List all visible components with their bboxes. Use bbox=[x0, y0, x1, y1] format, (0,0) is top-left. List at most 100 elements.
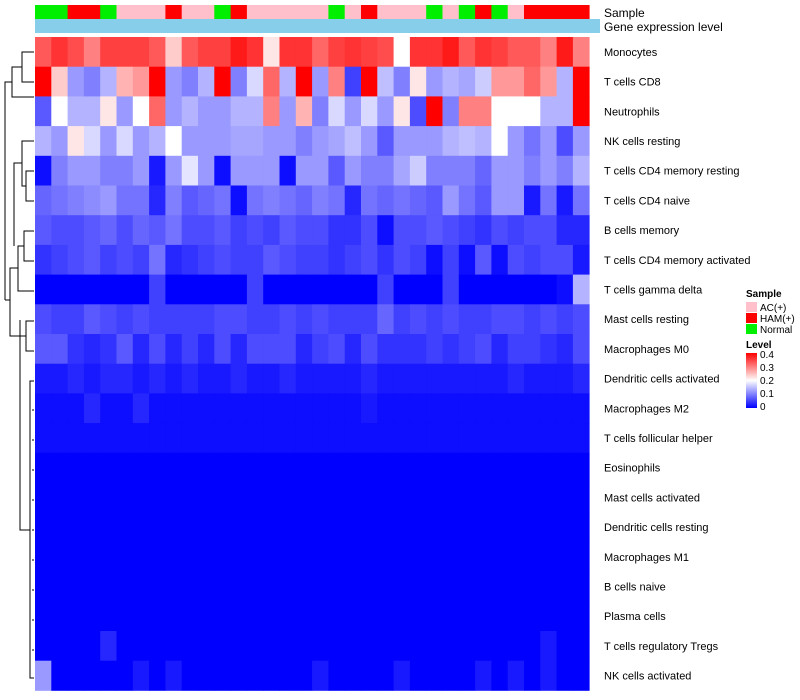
sample-annotation-cell bbox=[198, 5, 215, 19]
heatmap-cell bbox=[344, 601, 362, 632]
level-tick-label: 0.1 bbox=[760, 389, 774, 400]
heatmap-cell bbox=[230, 482, 248, 513]
heatmap-cell bbox=[279, 37, 297, 68]
heatmap-cell bbox=[491, 215, 509, 246]
heatmap-cell bbox=[67, 66, 85, 97]
heatmap-cell bbox=[181, 334, 199, 365]
heatmap-cell bbox=[475, 601, 492, 632]
heatmap-cell bbox=[426, 541, 443, 572]
heatmap-cell bbox=[149, 155, 166, 186]
heatmap-cell bbox=[230, 244, 248, 275]
heatmap-cell bbox=[393, 37, 411, 68]
heatmap-cell bbox=[475, 66, 492, 97]
heatmap-cell bbox=[377, 363, 394, 394]
heatmap-cell bbox=[279, 393, 297, 424]
heatmap-cell bbox=[361, 155, 378, 186]
heatmap-cell bbox=[51, 185, 68, 216]
heatmap-cell bbox=[524, 541, 541, 572]
heatmap-cell bbox=[572, 541, 590, 572]
heatmap-cell bbox=[377, 571, 394, 602]
heatmap-cell bbox=[556, 571, 574, 602]
heatmap-cell bbox=[198, 304, 215, 335]
heatmap-cell bbox=[67, 334, 85, 365]
sample-annotation-cell bbox=[556, 5, 574, 19]
heatmap-cell bbox=[295, 631, 313, 662]
heatmap-cell bbox=[51, 334, 68, 365]
heatmap-cell bbox=[491, 512, 509, 543]
heatmap-cell bbox=[312, 126, 329, 157]
heatmap-cell bbox=[246, 215, 264, 246]
heatmap-cell bbox=[361, 482, 378, 513]
heatmap-cell bbox=[165, 304, 183, 335]
heatmap-cell bbox=[393, 541, 411, 572]
heatmap-cell bbox=[344, 66, 362, 97]
heatmap-cell bbox=[442, 126, 460, 157]
sample-legend-label: Normal bbox=[760, 325, 792, 336]
heatmap-cell bbox=[165, 66, 183, 97]
heatmap-cell bbox=[328, 274, 346, 305]
heatmap-cell bbox=[377, 66, 394, 97]
heatmap-cell bbox=[409, 393, 427, 424]
heatmap-cell bbox=[181, 185, 199, 216]
heatmap-cell bbox=[181, 631, 199, 662]
heatmap-cell bbox=[491, 363, 509, 394]
heatmap-cell bbox=[442, 37, 460, 68]
heatmap-cell bbox=[295, 452, 313, 483]
heatmap-cell bbox=[214, 393, 231, 424]
heatmap-cell bbox=[132, 126, 150, 157]
heatmap-cell bbox=[426, 96, 443, 127]
heatmap-cell bbox=[328, 423, 346, 454]
heatmap-cell bbox=[279, 660, 297, 691]
heatmap-cell bbox=[540, 66, 557, 97]
heatmap-cell bbox=[83, 571, 101, 602]
heatmap-cell bbox=[312, 393, 329, 424]
heatmap-cell bbox=[100, 631, 117, 662]
heatmap-cell bbox=[67, 452, 85, 483]
heatmap-cell bbox=[263, 393, 280, 424]
heatmap-cell bbox=[540, 631, 557, 662]
heatmap-cell bbox=[377, 185, 394, 216]
heatmap-cell bbox=[116, 96, 134, 127]
heatmap-cell bbox=[149, 482, 166, 513]
heatmap-cell bbox=[132, 155, 150, 186]
heatmap-cell bbox=[246, 363, 264, 394]
row-dendrogram bbox=[4, 51, 34, 679]
heatmap-cell bbox=[344, 631, 362, 662]
heatmap-cell bbox=[83, 601, 101, 632]
heatmap-cell bbox=[344, 244, 362, 275]
heatmap-cell bbox=[83, 363, 101, 394]
heatmap-cell bbox=[279, 512, 297, 543]
heatmap-cell bbox=[230, 452, 248, 483]
heatmap-cell bbox=[295, 185, 313, 216]
heatmap-cell bbox=[475, 274, 492, 305]
heatmap-cell bbox=[295, 512, 313, 543]
heatmap-cell bbox=[149, 334, 166, 365]
heatmap-cell bbox=[83, 96, 101, 127]
heatmap-cell bbox=[67, 274, 85, 305]
heatmap-cell bbox=[295, 274, 313, 305]
heatmap-cell bbox=[426, 155, 443, 186]
heatmap-cell bbox=[165, 393, 183, 424]
heatmap-cell bbox=[507, 423, 525, 454]
heatmap-cell bbox=[279, 96, 297, 127]
heatmap-cell bbox=[67, 601, 85, 632]
heatmap-cell bbox=[426, 37, 443, 68]
heatmap-cell bbox=[165, 244, 183, 275]
heatmap-cell bbox=[458, 334, 476, 365]
sample-annotation-cell bbox=[132, 5, 150, 19]
heatmap-cell bbox=[458, 304, 476, 335]
heatmap-cell bbox=[214, 96, 231, 127]
heatmap-cell bbox=[572, 244, 590, 275]
sample-annotation-cell bbox=[344, 5, 362, 19]
heatmap-cell bbox=[165, 334, 183, 365]
heatmap-cell bbox=[442, 244, 460, 275]
heatmap-cell bbox=[230, 512, 248, 543]
sample-legend-swatch bbox=[746, 324, 757, 334]
heatmap-cell bbox=[507, 571, 525, 602]
heatmap-cell bbox=[149, 244, 166, 275]
heatmap-cell bbox=[263, 452, 280, 483]
heatmap-cell bbox=[540, 37, 557, 68]
heatmap-cell bbox=[393, 452, 411, 483]
heatmap-cell bbox=[67, 37, 85, 68]
heatmap-cell bbox=[165, 363, 183, 394]
